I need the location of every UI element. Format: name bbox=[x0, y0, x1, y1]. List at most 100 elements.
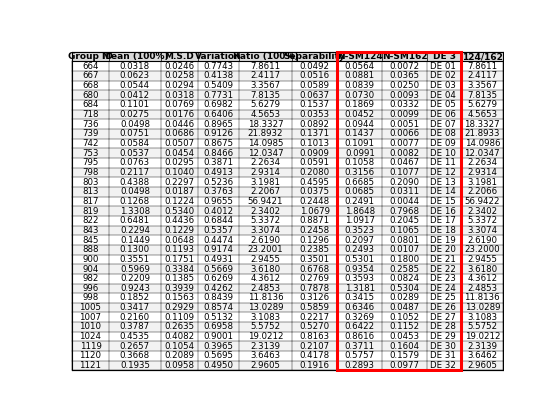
Text: 0.2107: 0.2107 bbox=[300, 342, 330, 351]
Bar bbox=[72, 351, 503, 361]
Text: 0.0498: 0.0498 bbox=[120, 120, 150, 129]
Text: 0.0958: 0.0958 bbox=[165, 361, 194, 370]
Text: 2.9605: 2.9605 bbox=[467, 361, 497, 370]
Text: 798: 798 bbox=[82, 168, 99, 177]
Text: 0.0294: 0.0294 bbox=[165, 81, 194, 90]
Text: 0.1916: 0.1916 bbox=[300, 361, 330, 370]
Text: 813: 813 bbox=[82, 187, 99, 196]
Text: N-SM124: N-SM124 bbox=[337, 52, 382, 61]
Text: 2.6190: 2.6190 bbox=[250, 236, 281, 245]
Bar bbox=[72, 71, 503, 81]
Text: 0.0537: 0.0537 bbox=[120, 149, 150, 158]
Bar bbox=[72, 342, 503, 351]
Text: 2.9605: 2.9605 bbox=[250, 361, 281, 370]
Text: 0.0467: 0.0467 bbox=[389, 158, 419, 167]
Text: 822: 822 bbox=[82, 216, 99, 225]
Text: 0.2089: 0.2089 bbox=[165, 352, 194, 360]
Text: DE 23: DE 23 bbox=[430, 274, 455, 283]
Bar bbox=[72, 139, 503, 148]
Text: 0.1869: 0.1869 bbox=[345, 100, 375, 110]
Text: 124/162: 124/162 bbox=[462, 52, 503, 61]
Text: 0.4138: 0.4138 bbox=[203, 71, 234, 80]
Text: 0.0077: 0.0077 bbox=[389, 139, 419, 148]
Text: 5.3372: 5.3372 bbox=[467, 216, 497, 225]
Text: 0.8466: 0.8466 bbox=[203, 149, 234, 158]
Text: 0.2090: 0.2090 bbox=[390, 178, 419, 186]
Text: 0.4950: 0.4950 bbox=[203, 361, 234, 370]
Text: 0.2217: 0.2217 bbox=[300, 313, 330, 322]
Text: Variation: Variation bbox=[195, 52, 242, 61]
Bar bbox=[72, 148, 503, 158]
Text: 0.5301: 0.5301 bbox=[345, 255, 375, 264]
Text: DE 21: DE 21 bbox=[430, 255, 455, 264]
Text: 0.1052: 0.1052 bbox=[389, 313, 419, 322]
Text: 0.0454: 0.0454 bbox=[164, 149, 194, 158]
Text: 0.6982: 0.6982 bbox=[203, 100, 234, 110]
Text: 0.0839: 0.0839 bbox=[345, 81, 375, 90]
Text: 0.6768: 0.6768 bbox=[300, 265, 330, 273]
Text: 0.0375: 0.0375 bbox=[300, 187, 330, 196]
Text: 0.5357: 0.5357 bbox=[203, 226, 234, 235]
Text: 0.5304: 0.5304 bbox=[389, 284, 419, 293]
Text: 1.3181: 1.3181 bbox=[345, 284, 375, 293]
Text: 2.4117: 2.4117 bbox=[250, 71, 281, 80]
Text: 0.0944: 0.0944 bbox=[345, 120, 375, 129]
Text: 0.9655: 0.9655 bbox=[203, 197, 234, 206]
Text: 3.6180: 3.6180 bbox=[250, 265, 281, 273]
Bar bbox=[72, 274, 503, 283]
Text: 0.0516: 0.0516 bbox=[300, 71, 330, 80]
Text: 0.0353: 0.0353 bbox=[300, 110, 330, 119]
Text: 718: 718 bbox=[82, 110, 99, 119]
Text: 0.1152: 0.1152 bbox=[389, 322, 419, 331]
Text: 0.1058: 0.1058 bbox=[345, 158, 375, 167]
Text: DE 19: DE 19 bbox=[430, 236, 455, 245]
Text: 0.3711: 0.3711 bbox=[345, 342, 375, 351]
Text: 0.0412: 0.0412 bbox=[120, 91, 150, 100]
Text: 0.3551: 0.3551 bbox=[120, 255, 150, 264]
Text: 0.1229: 0.1229 bbox=[165, 226, 194, 235]
Text: DE 16: DE 16 bbox=[430, 206, 455, 216]
Text: 2.9455: 2.9455 bbox=[250, 255, 281, 264]
Text: 4.3612: 4.3612 bbox=[250, 274, 281, 283]
Text: 0.0977: 0.0977 bbox=[390, 361, 419, 370]
Text: 4.5653: 4.5653 bbox=[467, 110, 497, 119]
Text: 0.3269: 0.3269 bbox=[345, 313, 375, 322]
Text: 0.1537: 0.1537 bbox=[300, 100, 330, 110]
Text: 0.0246: 0.0246 bbox=[164, 62, 194, 71]
Text: 0.4535: 0.4535 bbox=[120, 332, 150, 341]
Text: 0.2294: 0.2294 bbox=[120, 226, 150, 235]
Text: 0.4913: 0.4913 bbox=[203, 168, 234, 177]
Text: 0.1935: 0.1935 bbox=[120, 361, 150, 370]
Text: 0.0318: 0.0318 bbox=[120, 62, 150, 71]
Text: 0.2045: 0.2045 bbox=[389, 216, 419, 225]
Text: DE 15: DE 15 bbox=[430, 197, 455, 206]
Text: 900: 900 bbox=[82, 255, 99, 264]
Text: 0.0763: 0.0763 bbox=[120, 158, 150, 167]
Text: 996: 996 bbox=[82, 284, 99, 293]
Text: DE 06: DE 06 bbox=[430, 110, 455, 119]
Text: DE 11: DE 11 bbox=[430, 158, 455, 167]
Text: 1.0917: 1.0917 bbox=[345, 216, 375, 225]
Text: 0.6422: 0.6422 bbox=[345, 322, 375, 331]
Text: 13.0289: 13.0289 bbox=[248, 303, 283, 312]
Text: 0.0589: 0.0589 bbox=[300, 81, 330, 90]
Text: 998: 998 bbox=[82, 293, 99, 303]
Text: 0.2209: 0.2209 bbox=[120, 274, 150, 283]
Text: DE 10: DE 10 bbox=[430, 149, 455, 158]
Text: 0.1563: 0.1563 bbox=[164, 293, 194, 303]
Text: 0.0507: 0.0507 bbox=[164, 139, 194, 148]
Text: 904: 904 bbox=[82, 265, 99, 273]
Text: 0.5340: 0.5340 bbox=[164, 206, 194, 216]
Text: 2.9314: 2.9314 bbox=[467, 168, 497, 177]
Text: 817: 817 bbox=[82, 197, 99, 206]
Text: DE 29: DE 29 bbox=[430, 332, 455, 341]
Text: 0.6346: 0.6346 bbox=[345, 303, 375, 312]
Bar bbox=[72, 177, 503, 187]
Text: 0.1054: 0.1054 bbox=[164, 342, 194, 351]
Bar bbox=[72, 52, 503, 61]
Bar bbox=[72, 264, 503, 274]
Text: 2.3139: 2.3139 bbox=[467, 342, 497, 351]
Text: 3.3074: 3.3074 bbox=[467, 226, 497, 235]
Text: 0.3415: 0.3415 bbox=[345, 293, 375, 303]
Text: 803: 803 bbox=[82, 178, 99, 186]
